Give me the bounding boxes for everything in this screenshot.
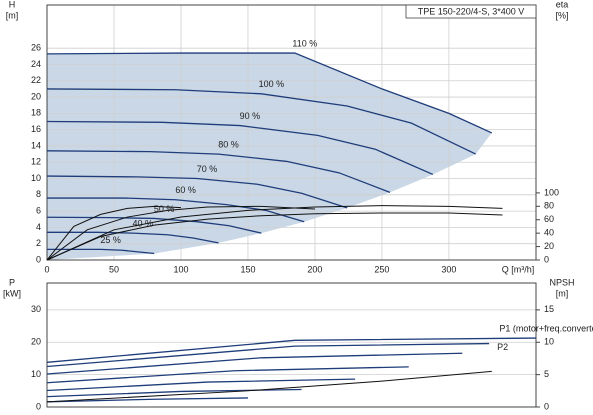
curve-line (46, 378, 356, 392)
curve-line (46, 366, 409, 384)
curve-line (46, 216, 262, 234)
x-tick-label: 300 (441, 264, 456, 274)
y-tick-label: 20 (31, 91, 41, 101)
efficiency-line (46, 205, 503, 261)
y2-axis-label: NPSH (549, 277, 574, 287)
x-tick-label: 250 (374, 264, 389, 274)
curve-label: P1 (motor+freq.converter) (499, 323, 593, 333)
efficiency-line (46, 212, 503, 261)
x-axis-label: Q [m³/h] (502, 264, 535, 274)
curve-line (46, 150, 391, 193)
efficiency-line (46, 205, 315, 261)
y2-tick-label: 40 (544, 228, 554, 238)
efficiency-line (46, 370, 492, 403)
x-tick-label: 200 (307, 264, 322, 274)
title-box (405, 4, 537, 19)
curve-label: 50 % (154, 204, 175, 214)
curve-line (46, 120, 434, 176)
curve-line (46, 175, 348, 209)
y2-tick-label: 15 (544, 304, 554, 314)
y-tick-label: 26 (31, 43, 41, 53)
y2-tick-label: 0 (544, 254, 549, 264)
y2-tick-label: 5 (544, 369, 549, 379)
curve-label: 100 % (259, 79, 285, 89)
curve-line (47, 197, 305, 223)
x-tick-label: 50 (109, 264, 119, 274)
y-tick-label: 30 (31, 304, 41, 314)
y2-tick-label: 10 (544, 337, 554, 347)
curve-label: 70 % (197, 164, 218, 174)
x-tick-label: 0 (44, 264, 49, 274)
curve-line (46, 52, 493, 134)
y-tick-label: 0 (36, 401, 41, 411)
curve-line (46, 337, 537, 363)
y-tick-label: 14 (31, 140, 41, 150)
curve-line (46, 88, 476, 155)
y2-axis-unit: [m] (556, 288, 569, 298)
y-axis-label: P (9, 277, 15, 287)
y-tick-label: 4 (36, 222, 41, 232)
curve-label: 90 % (240, 111, 261, 121)
y2-axis-unit: [%] (555, 10, 568, 20)
curve-line (46, 397, 248, 403)
plot-frame (46, 282, 537, 408)
y-axis-label: H (9, 0, 16, 9)
curve-line (46, 388, 302, 398)
x-tick-label: 150 (240, 264, 255, 274)
curve-label: 60 % (175, 185, 196, 195)
curve-label: 25 % (100, 235, 121, 245)
x-tick-label: 100 (173, 264, 188, 274)
curve-line (46, 342, 490, 368)
y-tick-label: 20 (31, 337, 41, 347)
curve-label: 80 % (218, 139, 239, 149)
y-tick-label: 2 (36, 238, 41, 248)
curve-label: 110 % (292, 38, 317, 48)
chart-title: TPE 150-220/4-S, 3*400 V (418, 6, 525, 16)
y-tick-label: 0 (36, 254, 41, 264)
y2-tick-label: 100 (544, 187, 559, 197)
y2-axis-label: eta (556, 0, 569, 9)
y-tick-label: 8 (36, 189, 41, 199)
y2-tick-label: 60 (544, 214, 554, 224)
y2-tick-label: 80 (544, 201, 554, 211)
y-tick-label: 22 (31, 75, 41, 85)
y-tick-label: 10 (31, 369, 41, 379)
curve-line (47, 248, 155, 255)
y-axis-unit: [m] (6, 10, 19, 20)
y-tick-label: 12 (31, 157, 41, 167)
y2-tick-label: 0 (544, 401, 549, 411)
y-tick-label: 24 (31, 59, 41, 69)
curve-line (46, 352, 463, 375)
y-tick-label: 10 (31, 173, 41, 183)
operating-area (47, 53, 492, 260)
curve-label: 40 % (132, 218, 153, 228)
curve-line (47, 231, 219, 244)
curve-label: P2 (497, 342, 508, 352)
y2-tick-label: 20 (544, 241, 554, 251)
y-axis-unit: [kW] (3, 288, 21, 298)
plot-frame (46, 4, 537, 261)
efficiency-line (46, 205, 181, 261)
y-tick-label: 6 (36, 205, 41, 215)
y-tick-label: 18 (31, 108, 41, 118)
y-tick-label: 16 (31, 124, 41, 134)
